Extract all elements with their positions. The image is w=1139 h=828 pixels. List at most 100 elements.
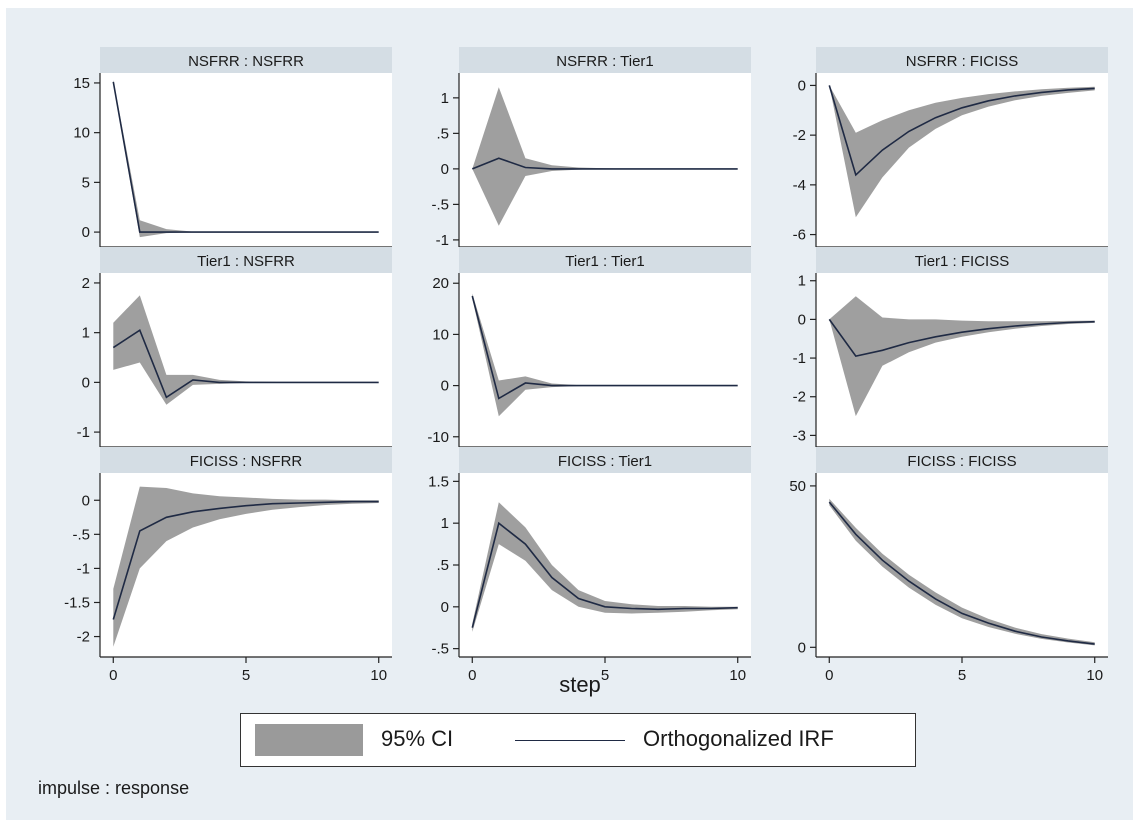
panel-5: Tier1 : Tier1 -10 0 10 20 [427, 247, 751, 453]
irf-line [112, 500, 379, 620]
y-tick-label: 1 [441, 515, 449, 532]
panel-title-strip [816, 447, 1108, 473]
y-tick-label: -.5 [431, 196, 449, 213]
panel-title-strip [100, 447, 392, 473]
panel-2: NSFRR : Tier1 -1 -.5 0 .5 1 [431, 47, 751, 253]
panel-7: FICISS : NSFRR -2 -1.5 -1 -.5 0 0 5 10 [64, 447, 392, 684]
y-tick-label: -1 [77, 560, 90, 577]
y-tick-label: 15 [73, 75, 90, 92]
y-tick-label: -.5 [72, 526, 90, 543]
panel-title: NSFRR : NSFRR [188, 53, 304, 70]
x-tick-label: 5 [958, 667, 966, 684]
irf-line [471, 295, 738, 400]
plot-area [816, 473, 1108, 657]
y-tick-label: 1 [798, 273, 806, 290]
ci-band [472, 293, 738, 417]
ci-band [829, 498, 1095, 646]
y-tick-label: -2 [77, 629, 90, 646]
y-tick-label: 0 [82, 224, 90, 241]
legend-irf-label: Orthogonalized IRF [643, 726, 834, 751]
panel-title: NSFRR : FICISS [906, 53, 1019, 70]
plot-area [100, 73, 392, 247]
irf-line [112, 81, 379, 233]
irf-line [828, 85, 1095, 177]
y-tick-label: 0 [798, 77, 806, 94]
y-tick-label: -2 [793, 127, 806, 144]
y-tick-label: 1 [441, 90, 449, 107]
panel-6: Tier1 : FICISS -3 -2 -1 0 1 [793, 247, 1108, 453]
plot-area [459, 473, 751, 657]
panel-title-strip [459, 47, 751, 73]
ci-band [113, 486, 379, 647]
y-tick-label: .5 [436, 125, 449, 142]
irf-line [471, 521, 738, 628]
legend: 95% CI Orthogonalized IRF [240, 713, 916, 767]
panel-title-strip [100, 247, 392, 273]
y-tick-label: 2 [82, 275, 90, 292]
y-tick-label: 0 [82, 492, 90, 509]
panel-title: Tier1 : FICISS [915, 253, 1009, 270]
x-tick-label: 10 [729, 667, 746, 684]
panel-4: Tier1 : NSFRR -1 0 1 2 [77, 247, 392, 453]
ci-band [472, 87, 738, 226]
y-tick-label: -10 [427, 429, 449, 446]
y-tick-label: 50 [789, 478, 806, 495]
x-tick-label: 0 [825, 667, 833, 684]
y-tick-label: 1.5 [428, 473, 449, 490]
y-tick-label: 0 [441, 378, 449, 395]
irf-line [472, 157, 738, 170]
y-tick-label: -1 [793, 350, 806, 367]
y-tick-label: -1.5 [64, 594, 90, 611]
plot-area [459, 273, 751, 447]
y-tick-label: 0 [82, 374, 90, 391]
y-tick-label: -4 [793, 177, 806, 194]
panel-title: NSFRR : Tier1 [556, 53, 654, 70]
x-tick-label: 0 [468, 667, 476, 684]
ci-band [829, 85, 1095, 218]
irf-line [112, 328, 379, 399]
x-axis-title: step [559, 672, 601, 697]
y-tick-label: -1 [436, 232, 449, 249]
panel-title: FICISS : NSFRR [190, 453, 303, 470]
panel-8: FICISS : Tier1 -.5 0 .5 1 1.5 0 5 10 [428, 447, 751, 684]
legend-ci-swatch [255, 724, 363, 756]
y-tick-label: 20 [432, 275, 449, 292]
y-tick-label: -.5 [431, 641, 449, 658]
x-tick-label: 10 [1086, 667, 1103, 684]
y-tick-label: 0 [441, 161, 449, 178]
y-tick-label: 0 [798, 639, 806, 656]
panel-title-strip [816, 247, 1108, 273]
ci-band [829, 296, 1095, 417]
legend-irf-line-swatch [515, 740, 625, 741]
panel-title: FICISS : Tier1 [558, 453, 652, 470]
y-tick-label: .5 [436, 557, 449, 574]
irf-line [828, 318, 1095, 357]
panel-9: FICISS : FICISS 0 50 0 5 10 [789, 447, 1108, 684]
panel-1: NSFRR : NSFRR 0 5 10 15 [73, 47, 392, 253]
panel-title-strip [459, 447, 751, 473]
y-tick-label: -1 [77, 424, 90, 441]
ci-band [113, 295, 379, 405]
panel-title: FICISS : FICISS [907, 453, 1016, 470]
ci-band [113, 80, 379, 238]
x-tick-label: 0 [109, 667, 117, 684]
panel-title-strip [816, 47, 1108, 73]
irf-line [828, 501, 1095, 645]
y-tick-label: -6 [793, 227, 806, 244]
y-tick-label: -2 [793, 389, 806, 406]
x-tick-label: 5 [601, 667, 609, 684]
y-tick-label: -3 [793, 427, 806, 444]
panel-title: Tier1 : Tier1 [565, 253, 644, 270]
y-tick-label: 5 [82, 174, 90, 191]
y-tick-label: 1 [82, 325, 90, 342]
legend-ci-label: 95% CI [381, 726, 454, 751]
panel-3: NSFRR : FICISS -6 -4 -2 0 [793, 47, 1108, 253]
y-tick-label: 10 [432, 326, 449, 343]
panel-title: Tier1 : NSFRR [197, 253, 295, 270]
y-tick-label: 0 [798, 311, 806, 328]
y-tick-label: 10 [73, 125, 90, 142]
impulse-response-note: impulse : response [38, 778, 190, 798]
x-tick-label: 10 [370, 667, 387, 684]
panel-title-strip [100, 47, 392, 73]
